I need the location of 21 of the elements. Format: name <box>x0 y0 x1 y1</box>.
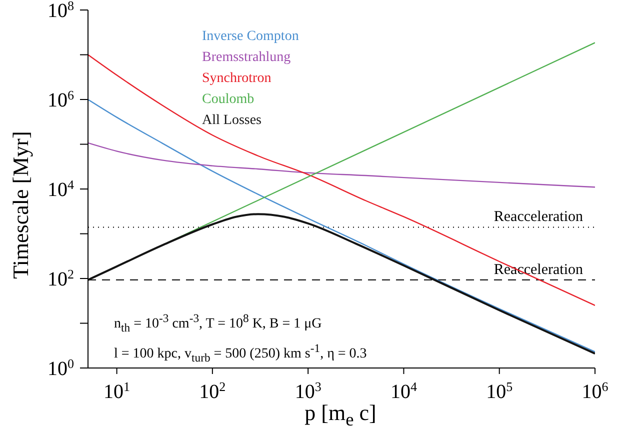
y-tick-label: 10$^{6}$ <box>48 87 74 112</box>
y-tick-label: 10$^{2}$ <box>48 266 74 290</box>
y-tick-label: 10$^{0}$ <box>48 356 74 380</box>
text: Coulomb <box>202 91 256 109</box>
x-tick-label: 10$^{6}$ <box>582 378 609 403</box>
x-axis-title: p [m$_{e}$ c] <box>304 400 376 430</box>
ref-line-label: Reacceleration <box>494 209 584 226</box>
text: Synchrotron <box>202 70 272 88</box>
text: n$_{th}$ = 10$^{-3}$ cm$^{-3}$, T = 10$^{8}$ K, B = 1 μG <box>114 312 322 334</box>
text: Inverse Compton <box>202 28 299 46</box>
y-tick-label: 10$^{8}$ <box>48 0 74 22</box>
text: All Losses <box>202 112 262 130</box>
x-tick-label: 10$^{1}$ <box>104 378 130 403</box>
text: Bremsstrahlung <box>202 49 292 67</box>
x-tick-label: 10$^{2}$ <box>199 378 226 403</box>
x-tick-label: 10$^{4}$ <box>390 378 418 403</box>
annotation: l = 100 kpc, v$_{turb}$ = 500 (250) km s$^{-1}$, η = 0.3 <box>114 342 367 364</box>
y-axis-title: Timescale [Myr] <box>8 131 34 279</box>
x-tick-label: 10$^{5}$ <box>486 378 513 403</box>
x-tick-label: 10$^{3}$ <box>294 378 322 403</box>
y-tick-label: 10$^{4}$ <box>48 176 74 201</box>
